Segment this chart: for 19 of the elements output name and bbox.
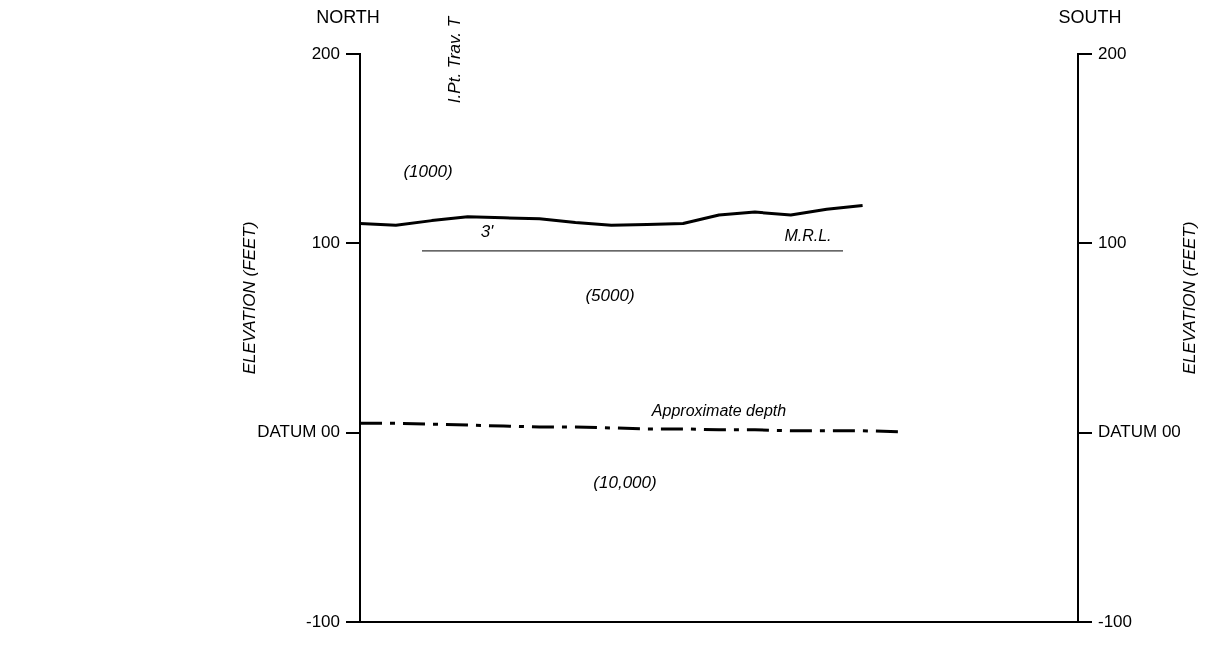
series-label: Approximate depth <box>650 402 787 420</box>
y-axis-title: ELEVATION (FEET) <box>239 221 259 375</box>
y2-tick-label: DATUM 00 <box>1098 422 1181 442</box>
annotation: 3' <box>480 221 495 241</box>
annotation: I.Pt. Trav. T <box>444 15 464 104</box>
text: NORTH <box>316 6 380 27</box>
y-tick-label: 200 <box>311 43 340 63</box>
y2-tick-label: 100 <box>1098 233 1127 253</box>
ref-line-label: M.R.L. <box>784 227 832 245</box>
annotation: (5000) <box>585 285 635 305</box>
annotation: (10,000) <box>593 472 657 492</box>
text: SOUTH <box>1058 6 1122 27</box>
y-tick-label: DATUM 00 <box>257 422 340 442</box>
y2-axis-title: ELEVATION (FEET) <box>1179 221 1199 375</box>
y-tick-label: -100 <box>305 611 340 631</box>
annotation: (1000) <box>403 161 453 181</box>
y2-tick-label: 200 <box>1098 43 1127 63</box>
y2-tick-label: -100 <box>1098 611 1133 631</box>
y-tick-label: 100 <box>311 233 340 253</box>
